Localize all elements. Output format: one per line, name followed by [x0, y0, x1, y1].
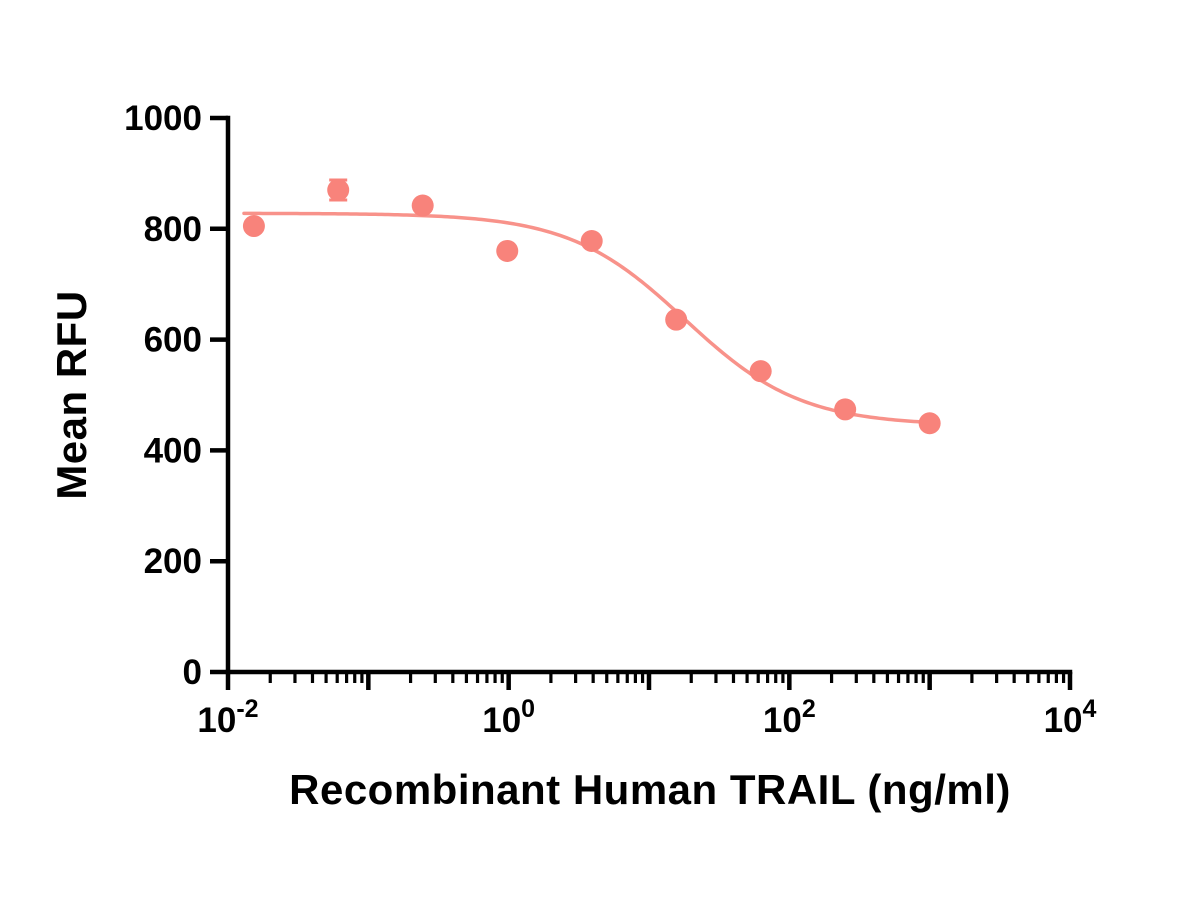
data-point — [580, 229, 603, 252]
data-point — [327, 179, 350, 202]
data-point — [749, 360, 772, 383]
data-point — [411, 194, 434, 217]
y-tick-label: 200 — [144, 542, 202, 581]
data-point — [918, 412, 941, 435]
y-tick-label: 0 — [183, 653, 202, 692]
y-axis-title: Mean RFU — [48, 290, 95, 500]
data-point — [665, 308, 688, 331]
x-tick-label: 102 — [763, 695, 816, 740]
x-tick-label: 104 — [1044, 695, 1097, 740]
data-point — [496, 239, 519, 262]
y-tick-label: 800 — [144, 210, 202, 249]
y-tick-label: 600 — [144, 321, 202, 360]
data-point — [242, 215, 265, 238]
y-tick-label: 1000 — [124, 99, 202, 138]
x-tick-label: 10-2 — [197, 695, 258, 740]
data-point — [834, 398, 857, 421]
x-tick-label: 100 — [482, 695, 535, 740]
x-axis-title: Recombinant Human TRAIL (ng/ml) — [289, 766, 1011, 813]
y-tick-label: 400 — [144, 431, 202, 470]
